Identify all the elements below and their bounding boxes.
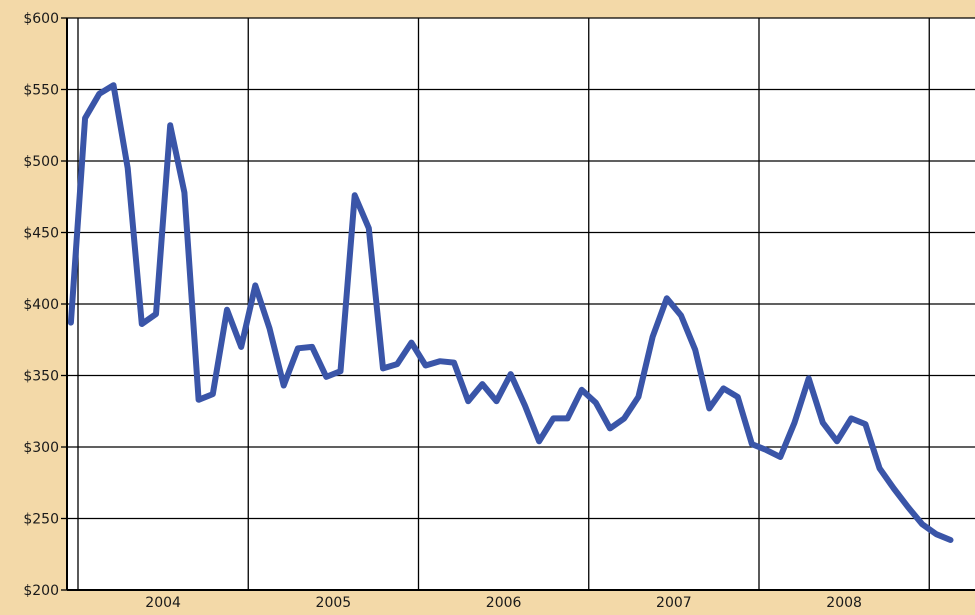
y-axis-ticks: $200 $250 $300 $350 $400 $450 $500 $550 $600 [23, 11, 67, 599]
y-tick-label: $600 [23, 11, 59, 27]
x-tick-label: 2008 [826, 595, 862, 611]
y-tick-label: $400 [23, 297, 59, 313]
y-tick-label: $300 [23, 440, 59, 456]
x-axis-ticks: 2004 2005 2006 2007 2008 [145, 595, 862, 611]
y-tick-label: $500 [23, 154, 59, 170]
y-tick-label: $450 [23, 226, 59, 242]
series-line [67, 82, 954, 543]
x-tick-label: 2007 [656, 595, 692, 611]
x-tick-label: 2006 [486, 595, 522, 611]
y-tick-label: $250 [23, 512, 59, 528]
y-tick-label: $350 [23, 369, 59, 385]
x-tick-label: 2004 [145, 595, 181, 611]
x-tick-label: 2005 [316, 595, 352, 611]
y-tick-label: $550 [23, 83, 59, 99]
horizontal-gridlines [67, 17, 975, 520]
y-tick-label: $200 [23, 583, 59, 599]
series-layer [67, 82, 954, 543]
